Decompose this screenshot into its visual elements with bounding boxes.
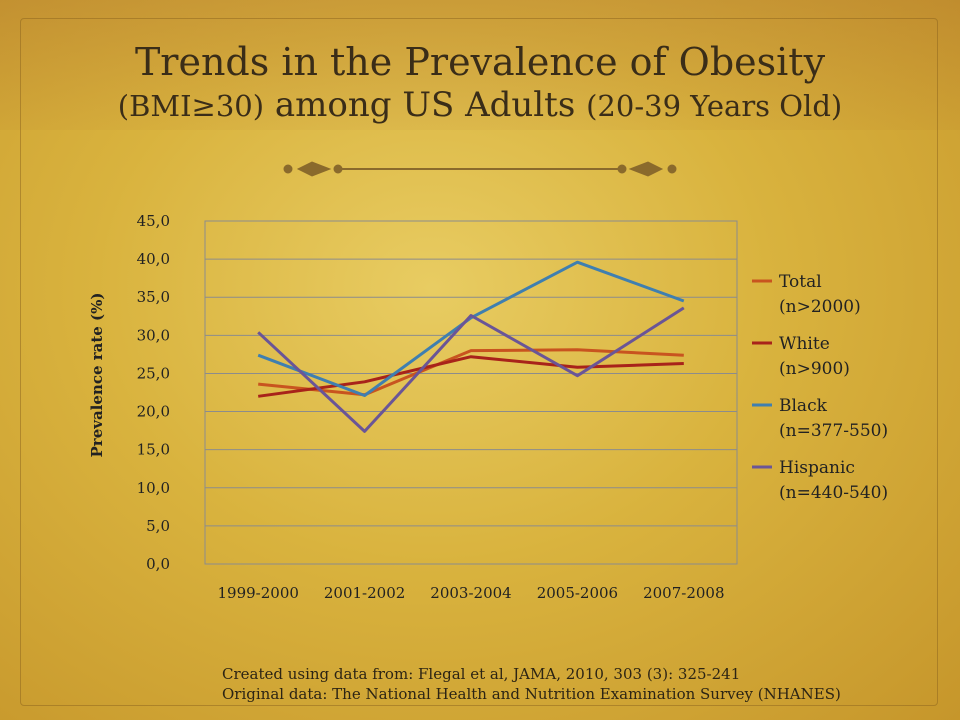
series-line-white [257, 355, 684, 398]
header-texture [0, 0, 960, 130]
legend-label: Total [779, 272, 822, 292]
divider-dot [333, 164, 343, 174]
legend-sublabel: (n=440-540) [779, 483, 888, 503]
y-axis-label: Prevalence rate (%) [88, 293, 106, 458]
divider-diamond-right [628, 161, 664, 177]
title-age-range: (20-39 Years Old) [586, 88, 843, 123]
legend-sublabel: (n>2000) [779, 297, 861, 317]
x-tick-label: 2001-2002 [324, 584, 405, 602]
divider-diamond-left [296, 161, 332, 177]
y-tick-label: 25,0 [137, 364, 170, 382]
x-tick-label: 2003-2004 [430, 584, 511, 602]
y-tick-label: 30,0 [137, 326, 170, 344]
source-line-2: Original data: The National Health and N… [222, 685, 841, 703]
divider-dot [283, 164, 293, 174]
legend-label: Black [779, 396, 828, 416]
y-tick-label: 45,0 [137, 212, 170, 230]
line-chart: 0,0 5,0 10,0 15,0 20,0 25,0 30,0 35,0 40,0 45,0 19… [88, 212, 888, 602]
series-line-black [257, 260, 685, 397]
y-tick-label: 5,0 [146, 517, 170, 535]
x-tick-label: 2007-2008 [643, 584, 724, 602]
y-tick-label: 15,0 [137, 441, 170, 459]
y-tick-label: 0,0 [146, 555, 170, 573]
y-tick-label: 20,0 [137, 403, 170, 421]
y-tick-label: 10,0 [137, 479, 170, 497]
source-line-1: Created using data from: Flegal et al, J… [222, 665, 741, 683]
legend-label: Hispanic [779, 458, 855, 478]
x-tick-label: 2005-2006 [537, 584, 618, 602]
y-tick-label: 35,0 [137, 288, 170, 306]
title-line-1: Trends in the Prevalence of Obesity [134, 40, 826, 84]
divider-dot [667, 164, 677, 174]
slide-frame [20, 18, 938, 706]
title-line-2: (BMI≥30) among US Adults (20-39 Years Ol… [0, 85, 960, 125]
legend-sublabel: (n>900) [779, 359, 850, 379]
source-note: Created using data from: Flegal et al, J… [222, 664, 841, 704]
ornamental-divider [283, 161, 677, 177]
legend-sublabel: (n=377-550) [779, 421, 888, 441]
title-population: among US Adults [264, 84, 587, 125]
divider-dot [617, 164, 627, 174]
series-line-hispanic [257, 306, 685, 433]
x-tick-label: 1999-2000 [217, 584, 298, 602]
y-tick-label: 40,0 [137, 250, 170, 268]
title-bmi-note: (BMI≥30) [117, 88, 265, 123]
legend-label: White [779, 334, 830, 354]
slide-title: Trends in the Prevalence of Obesity (BMI… [0, 40, 960, 125]
